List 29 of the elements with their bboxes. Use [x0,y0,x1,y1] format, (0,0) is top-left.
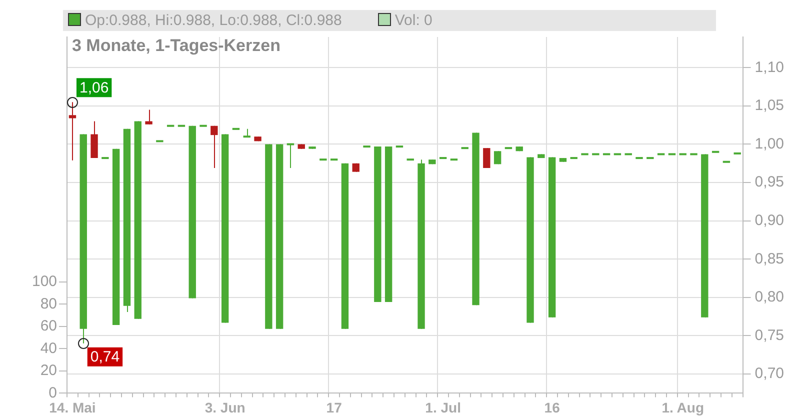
y-tick-label: 1,05 [754,97,784,114]
y2-tick-label: 100 [32,273,58,290]
chart-title: 3 Monate, 1-Tages-Kerzen [72,36,280,56]
candlestick [68,102,76,161]
y2-tick-label: 0 [48,384,58,402]
y-tick-label: 1,00 [754,135,784,152]
y2-tick-label: 80 [40,295,58,312]
text: Vol: 0 [394,12,432,29]
x-tick-label: 14. Mai [49,399,96,416]
annotation: 1,06 [79,79,109,96]
y-tick-label: 0,75 [754,326,784,344]
y-tick-label: 0,90 [754,212,784,229]
y-tick-label: 0,95 [754,174,784,191]
x-tick-label: 3. Jun [204,399,246,416]
text: Op:0.988, Hi:0.988, Lo:0.988, Cl:0.988 [85,12,342,29]
candlestick [286,143,296,168]
y2-tick-label: 40 [40,340,58,357]
x-tick-label: 16 [544,399,560,416]
x-tick-label: 1. Jul [425,399,461,416]
y-tick-label: 0,70 [754,365,784,382]
x-tick-label: 1. Aug [662,399,704,416]
annotation: 0,74 [90,348,120,366]
y-tick-label: 0,80 [754,288,784,306]
y-tick-label: 0,85 [754,250,784,268]
candlestick [494,150,502,165]
y2-tick-label: 20 [40,362,58,380]
y-tick-label: 1,10 [754,58,784,76]
y2-tick-label: 60 [40,318,58,335]
x-tick-label: 17 [326,399,342,416]
